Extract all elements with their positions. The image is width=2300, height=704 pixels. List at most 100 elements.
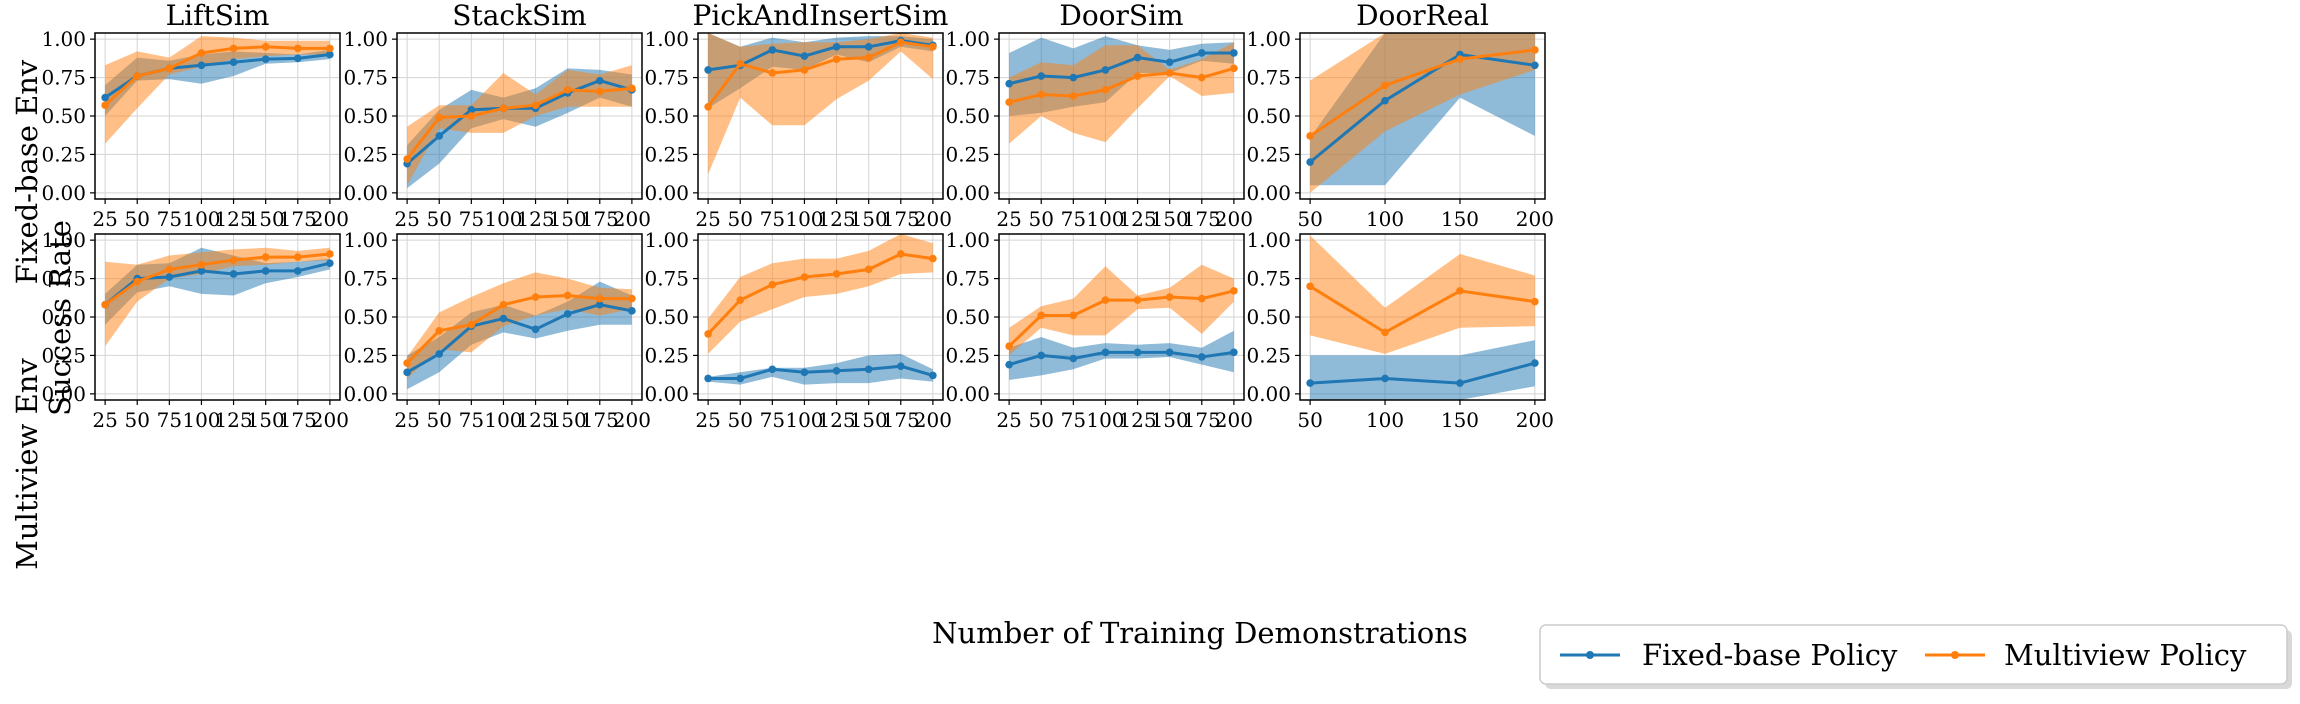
plot-area xyxy=(101,247,334,347)
y-tick-label: 0.75 xyxy=(41,66,86,90)
data-point xyxy=(229,44,238,53)
confidence-band-multiview xyxy=(105,36,330,144)
series-line-multiview xyxy=(707,252,934,335)
data-point xyxy=(293,253,302,261)
data-point xyxy=(1381,374,1389,383)
x-tick-label: 175 xyxy=(279,207,317,231)
data-point xyxy=(1005,342,1013,351)
data-point xyxy=(1165,69,1174,77)
y-tick-label: 0.00 xyxy=(343,181,388,205)
legend-multiview-label: Multiview Policy xyxy=(2004,638,2247,672)
y-tick-label: 0.25 xyxy=(1246,142,1291,166)
x-tick-label: 150 xyxy=(549,207,587,231)
y-tick-label: 0.50 xyxy=(945,305,990,329)
x-tick-label: 100 xyxy=(182,207,220,231)
data-point xyxy=(595,300,604,309)
confidence-band-multiview xyxy=(1310,33,1535,193)
data-point xyxy=(1531,61,1539,70)
data-point xyxy=(261,55,270,63)
data-point xyxy=(499,314,508,323)
x-tick-label: 100 xyxy=(1366,408,1404,432)
series-line-multiview xyxy=(405,86,633,160)
y-tick-label: 0.25 xyxy=(41,142,86,166)
x-tick-label: 25 xyxy=(996,408,1021,432)
x-tick-label: 200 xyxy=(613,408,651,432)
data-point xyxy=(229,256,238,264)
data-point xyxy=(326,44,334,53)
data-point xyxy=(1531,46,1539,54)
data-point xyxy=(101,93,109,102)
x-tick-label: 125 xyxy=(817,207,855,231)
data-point xyxy=(1456,287,1464,295)
data-point xyxy=(1069,354,1078,363)
y-tick-label: 0.50 xyxy=(343,305,388,329)
series-line-multiview xyxy=(1008,66,1235,104)
data-point xyxy=(197,260,206,269)
data-point xyxy=(1005,79,1013,88)
plot-area xyxy=(403,272,636,390)
data-point xyxy=(704,102,712,111)
plot-area xyxy=(704,234,937,385)
y-axis-label: Success Rate xyxy=(43,220,77,416)
x-tick-label: 200 xyxy=(311,207,349,231)
legend: Fixed-base Policy Multiview Policy xyxy=(1539,624,2292,689)
data-point xyxy=(1133,53,1142,62)
y-tick-label: 0.50 xyxy=(644,305,689,329)
data-point xyxy=(1101,66,1110,74)
confidence-band-fixed-base xyxy=(708,353,933,385)
data-point xyxy=(1306,132,1314,140)
data-point xyxy=(435,132,444,140)
confidence-band-multiview xyxy=(1310,235,1535,354)
plot-area xyxy=(1005,36,1238,144)
x-tick-label: 175 xyxy=(581,207,619,231)
y-tick-label: 0.00 xyxy=(644,181,689,205)
data-point xyxy=(832,43,841,51)
data-point xyxy=(1165,293,1174,301)
x-tick-label: 50 xyxy=(1028,207,1053,231)
y-tick-label: 0.75 xyxy=(343,267,388,291)
x-tick-label: 125 xyxy=(214,207,252,231)
data-point xyxy=(896,250,905,258)
x-tick-label: 50 xyxy=(1297,408,1322,432)
x-tick-label: 200 xyxy=(914,408,952,432)
data-point xyxy=(1456,379,1464,387)
x-tick-label: 100 xyxy=(484,408,522,432)
y-tick-label: 0.75 xyxy=(644,66,689,90)
data-point xyxy=(832,366,841,375)
x-tick-label: 150 xyxy=(247,408,285,432)
legend-fixed-base-label: Fixed-base Policy xyxy=(1642,638,1898,672)
x-tick-label: 125 xyxy=(817,408,855,432)
data-point xyxy=(929,43,937,51)
data-point xyxy=(1133,72,1142,80)
x-tick-label: 100 xyxy=(785,408,823,432)
series-line-multiview xyxy=(406,293,632,365)
plot-area xyxy=(1306,235,1539,400)
x-tick-label: 125 xyxy=(1118,207,1156,231)
x-tick-label: 75 xyxy=(157,408,182,432)
series-line-multiview xyxy=(1309,48,1536,138)
data-point xyxy=(595,294,604,303)
y-tick-label: 0.75 xyxy=(343,66,388,90)
series-line-multiview xyxy=(104,252,331,306)
data-point xyxy=(293,44,302,53)
series-line-multiview xyxy=(104,45,330,107)
data-point xyxy=(1165,58,1174,67)
confidence-band-multiview xyxy=(407,65,632,186)
y-tick-label: 1.00 xyxy=(945,27,990,51)
data-point xyxy=(628,307,636,315)
data-point xyxy=(1101,86,1110,94)
data-point xyxy=(1531,359,1539,367)
data-point xyxy=(326,50,334,59)
data-point xyxy=(864,365,873,374)
plot-area xyxy=(1306,33,1539,193)
data-point xyxy=(403,155,411,163)
panels: 25 50 75 1001251501752000.000.250.500.751.0… xyxy=(41,0,1554,432)
data-point xyxy=(1381,96,1389,105)
data-point xyxy=(896,38,905,47)
data-point xyxy=(435,327,444,335)
data-point xyxy=(531,293,540,301)
